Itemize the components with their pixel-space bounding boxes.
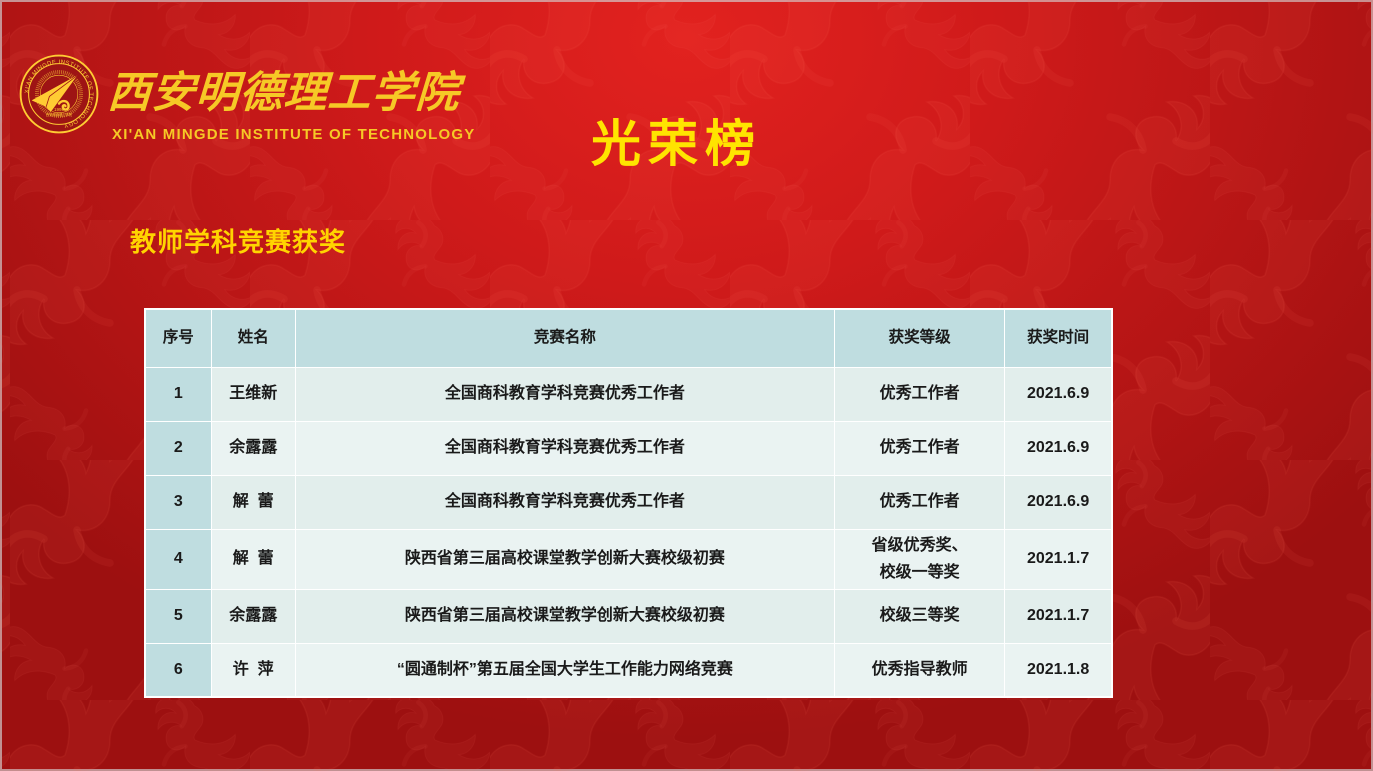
svg-text:西安明德理工学院: 西安明德理工学院	[46, 112, 73, 117]
